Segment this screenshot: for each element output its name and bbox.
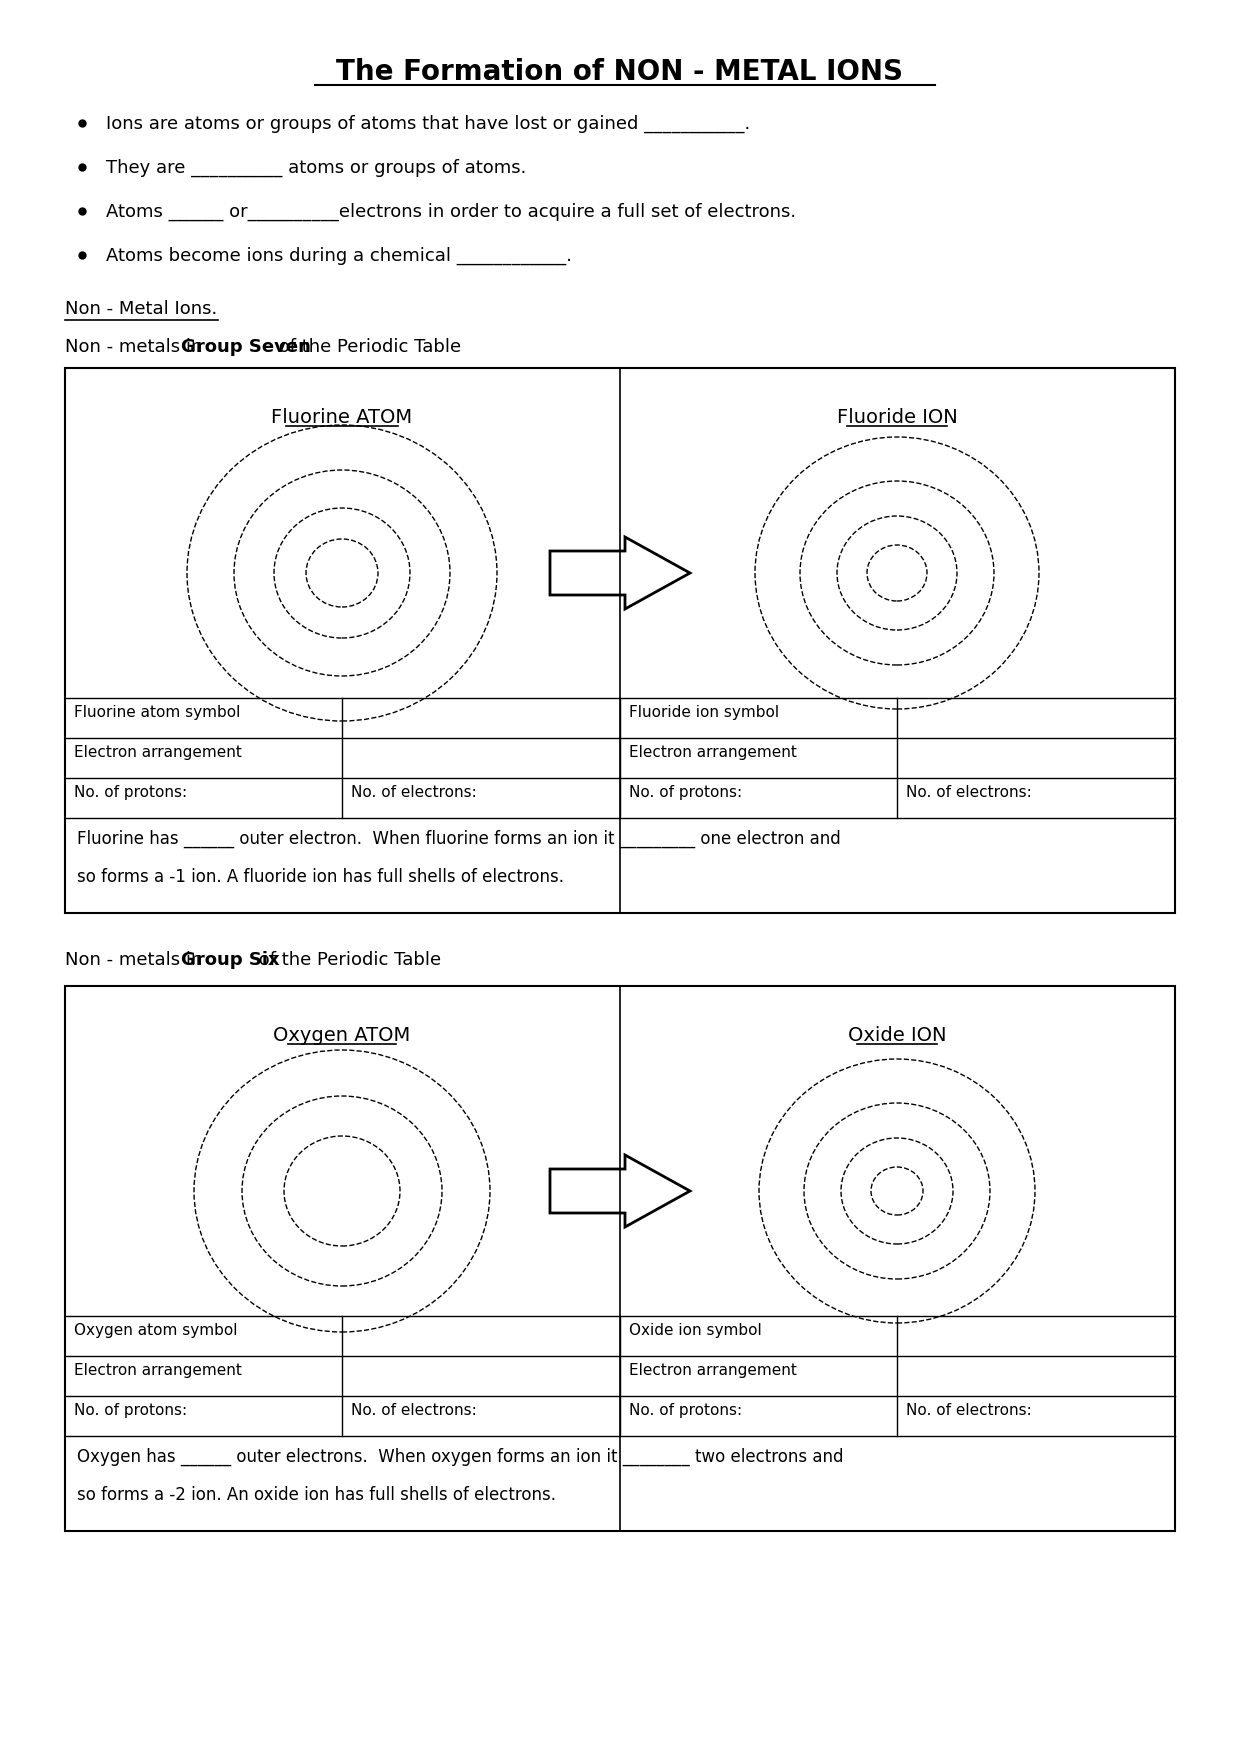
Text: No. of electrons:: No. of electrons:	[351, 786, 477, 800]
Text: Electron arrangement: Electron arrangement	[629, 1363, 797, 1379]
Text: Electron arrangement: Electron arrangement	[629, 745, 797, 759]
Text: No. of electrons:: No. of electrons:	[351, 1403, 477, 1417]
Text: Fluorine atom symbol: Fluorine atom symbol	[74, 705, 241, 719]
Text: of the Periodic Table: of the Periodic Table	[273, 339, 462, 356]
Text: No. of protons:: No. of protons:	[74, 1403, 187, 1417]
Text: Fluoride ion symbol: Fluoride ion symbol	[629, 705, 779, 719]
Text: of the Periodic Table: of the Periodic Table	[253, 951, 441, 968]
Text: They are __________ atoms or groups of atoms.: They are __________ atoms or groups of a…	[105, 160, 526, 177]
Polygon shape	[550, 537, 690, 609]
Text: Oxygen atom symbol: Oxygen atom symbol	[74, 1323, 237, 1338]
Text: Oxygen ATOM: Oxygen ATOM	[273, 1026, 411, 1045]
Text: No. of protons:: No. of protons:	[629, 1403, 742, 1417]
Text: The Formation of NON - METAL IONS: The Formation of NON - METAL IONS	[336, 58, 903, 86]
Text: Group Seven: Group Seven	[181, 339, 311, 356]
Text: No. of electrons:: No. of electrons:	[906, 1403, 1031, 1417]
Bar	[65, 368, 1175, 914]
Text: so forms a -1 ion. A fluoride ion has full shells of electrons.: so forms a -1 ion. A fluoride ion has fu…	[77, 868, 563, 886]
Text: so forms a -2 ion. An oxide ion has full shells of electrons.: so forms a -2 ion. An oxide ion has full…	[77, 1486, 556, 1503]
Text: Atoms ______ or__________electrons in order to acquire a full set of electrons.: Atoms ______ or__________electrons in or…	[105, 203, 797, 221]
Text: No. of electrons:: No. of electrons:	[906, 786, 1031, 800]
Text: Fluoride ION: Fluoride ION	[836, 409, 957, 426]
Text: Ions are atoms or groups of atoms that have lost or gained ___________.: Ions are atoms or groups of atoms that h…	[105, 116, 751, 133]
Text: Group Six: Group Six	[181, 951, 279, 968]
Text: Electron arrangement: Electron arrangement	[74, 1363, 242, 1379]
Text: Fluorine has ______ outer electron.  When fluorine forms an ion it _________ one: Fluorine has ______ outer electron. When…	[77, 830, 840, 849]
Text: Electron arrangement: Electron arrangement	[74, 745, 242, 759]
Text: No. of protons:: No. of protons:	[629, 786, 742, 800]
Bar	[65, 986, 1175, 1531]
Text: Oxide ion symbol: Oxide ion symbol	[629, 1323, 762, 1338]
Text: No. of protons:: No. of protons:	[74, 786, 187, 800]
Text: Non - metals in: Non - metals in	[65, 951, 208, 968]
Text: Oxide ION: Oxide ION	[848, 1026, 946, 1045]
Text: Non - metals in: Non - metals in	[65, 339, 208, 356]
Text: Atoms become ions during a chemical ____________.: Atoms become ions during a chemical ____…	[105, 247, 572, 265]
Text: Fluorine ATOM: Fluorine ATOM	[272, 409, 412, 426]
Polygon shape	[550, 1154, 690, 1228]
Text: Oxygen has ______ outer electrons.  When oxygen forms an ion it ________ two ele: Oxygen has ______ outer electrons. When …	[77, 1449, 844, 1466]
Text: Non - Metal Ions.: Non - Metal Ions.	[65, 300, 217, 317]
